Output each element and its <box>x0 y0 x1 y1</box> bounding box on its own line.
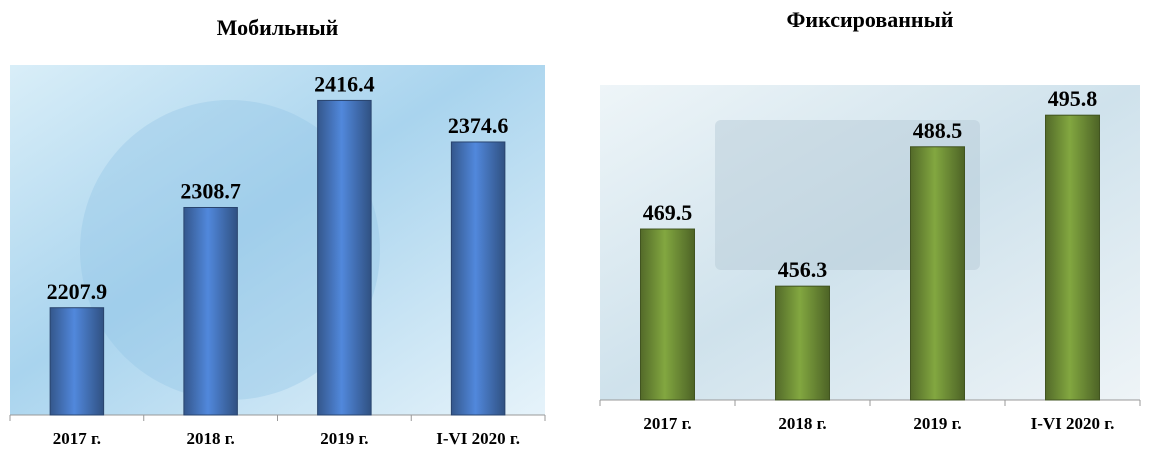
chart-right: Фиксированный 469.5 2017 г. 456.3 2018 г. 488… <box>599 7 1141 433</box>
value-label: 456.3 <box>778 257 828 282</box>
bar <box>640 228 695 401</box>
x-tick-label: 2019 г. <box>320 429 368 448</box>
bar <box>49 307 105 416</box>
x-tick-label: 2018 г. <box>778 414 826 433</box>
value-label: 495.8 <box>1048 86 1098 111</box>
x-tick-label: I-VI 2020 г. <box>436 429 520 448</box>
value-label: 2207.9 <box>47 279 108 304</box>
bar <box>775 285 830 401</box>
value-label: 2308.7 <box>180 179 241 204</box>
bar <box>1045 114 1100 401</box>
chart-left: Мобильный 2207.9 2017 г. 2308.7 2018 г. 2416.… <box>9 15 546 448</box>
value-label: 469.5 <box>643 200 693 225</box>
x-tick-label: 2019 г. <box>913 414 961 433</box>
x-tick-label: 2017 г. <box>643 414 691 433</box>
bar <box>317 99 372 416</box>
bar <box>450 141 506 416</box>
chart-title: Фиксированный <box>787 7 954 32</box>
x-tick-label: 2017 г. <box>53 429 101 448</box>
value-label: 488.5 <box>913 118 963 143</box>
value-label: 2374.6 <box>448 113 509 138</box>
chart-title: Мобильный <box>217 15 339 40</box>
bar <box>910 146 965 401</box>
x-tick-label: I-VI 2020 г. <box>1031 414 1115 433</box>
bar <box>183 206 238 416</box>
value-label: 2416.4 <box>314 71 375 96</box>
x-tick-label: 2018 г. <box>186 429 234 448</box>
